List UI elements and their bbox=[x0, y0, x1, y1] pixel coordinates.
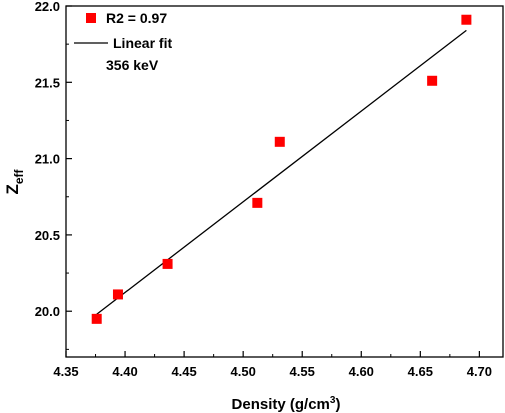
data-point bbox=[162, 258, 173, 269]
y-axis: 20.0 20.5 21.0 21.5 22.0 bbox=[35, 0, 72, 350]
data-point bbox=[461, 14, 472, 25]
legend-label-fit: Linear fit bbox=[113, 35, 172, 51]
data-point bbox=[112, 289, 123, 300]
data-point bbox=[91, 313, 102, 324]
plot-frame bbox=[65, 5, 504, 358]
data-point bbox=[274, 136, 285, 147]
x-tick-label: 4.35 bbox=[53, 364, 78, 379]
y-tick-label: 21.0 bbox=[35, 152, 60, 167]
y-tick-label: 22.0 bbox=[35, 0, 60, 14]
x-tick-label: 4.55 bbox=[290, 364, 315, 379]
x-tick-label: 4.45 bbox=[171, 364, 196, 379]
data-point bbox=[427, 75, 438, 86]
y-axis-title-main: Z bbox=[3, 184, 22, 194]
legend-marker-square bbox=[86, 13, 96, 23]
fit-line-layer bbox=[96, 29, 467, 315]
fit-line bbox=[96, 29, 467, 315]
x-axis: 4.35 4.40 4.45 4.50 4.55 4.60 4.65 4.70 bbox=[53, 351, 492, 379]
y-tick-label: 20.5 bbox=[35, 228, 60, 243]
y-axis-title: Zeff bbox=[3, 168, 26, 194]
legend: R2 = 0.97 Linear fit 356 keV bbox=[74, 10, 172, 73]
x-axis-title-superscript: 3 bbox=[330, 395, 336, 406]
x-tick-label: 4.65 bbox=[408, 364, 433, 379]
x-axis-title-main: Density (g/cm bbox=[232, 396, 330, 413]
data-point bbox=[252, 197, 263, 208]
y-axis-title-subscript: eff bbox=[12, 168, 26, 184]
legend-label-energy: 356 keV bbox=[106, 57, 159, 73]
x-tick-label: 4.60 bbox=[349, 364, 374, 379]
x-tick-label: 4.40 bbox=[112, 364, 137, 379]
x-axis-title: Density (g/cm3) bbox=[232, 395, 341, 413]
y-tick-label: 21.5 bbox=[35, 75, 60, 90]
x-tick-label: 4.70 bbox=[467, 364, 492, 379]
legend-label-r2: R2 = 0.97 bbox=[106, 10, 167, 26]
x-tick-label: 4.50 bbox=[231, 364, 256, 379]
x-axis-title-close: ) bbox=[335, 396, 340, 413]
y-tick-label: 20.0 bbox=[35, 304, 60, 319]
data-points bbox=[91, 14, 472, 324]
